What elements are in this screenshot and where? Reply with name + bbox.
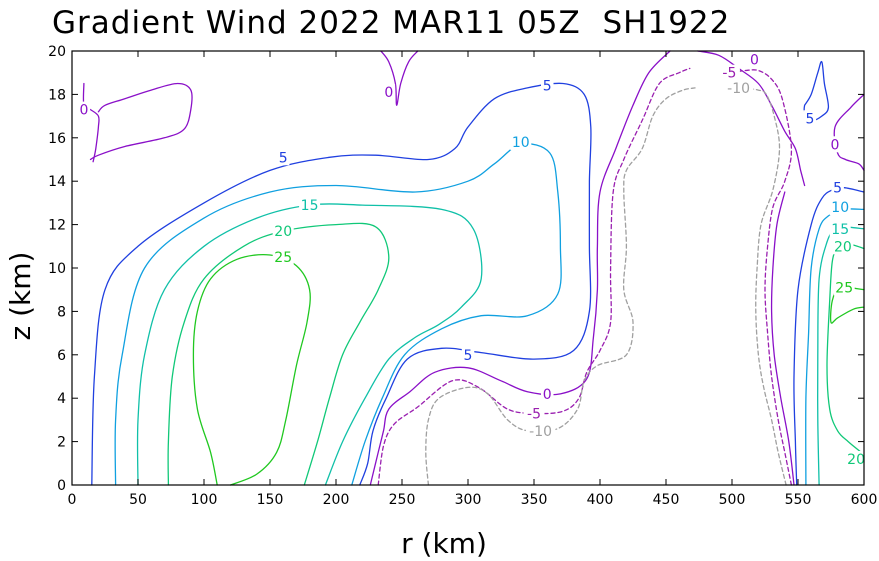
contour-label-bg bbox=[541, 77, 554, 94]
contour-line-10 bbox=[114, 143, 562, 486]
contour-label-bg bbox=[276, 149, 290, 166]
contour-label-bg bbox=[299, 197, 321, 214]
contour-line-0 bbox=[833, 93, 865, 172]
contour-label-bg bbox=[833, 279, 855, 296]
contour-label-5: 5 bbox=[543, 79, 552, 95]
contour-label-10: 10 bbox=[512, 135, 530, 151]
x-tick-label: 150 bbox=[257, 492, 284, 508]
contour-label-bg bbox=[831, 179, 844, 196]
contour-label-20: 20 bbox=[274, 224, 292, 240]
contour-label-minus10: -10 bbox=[727, 81, 750, 97]
x-tick-label: 450 bbox=[653, 492, 680, 508]
contour-label-minus5: -5 bbox=[722, 66, 736, 82]
contour-line-20 bbox=[826, 243, 865, 454]
contour-line-0 bbox=[380, 50, 419, 106]
contour-label-0: 0 bbox=[543, 387, 552, 403]
plot-frame bbox=[71, 50, 865, 486]
contour-label-bg bbox=[523, 405, 545, 422]
x-tick-label: 600 bbox=[851, 492, 878, 508]
contour-line-5 bbox=[91, 82, 592, 486]
contour-line-15 bbox=[817, 226, 865, 486]
contour-line-0 bbox=[697, 50, 806, 187]
contour-line-minus10 bbox=[425, 87, 696, 486]
contour-line-0 bbox=[369, 50, 671, 486]
contour-line-minus5 bbox=[731, 69, 793, 486]
y-tick-label: 14 bbox=[48, 174, 66, 190]
x-axis-ticks: 0 50 100 150 200 250 300 350 400 450 500 550 600 bbox=[68, 51, 878, 508]
x-tick-label: 0 bbox=[68, 492, 77, 508]
contour-label-5: 5 bbox=[279, 150, 288, 166]
contour-label-bg bbox=[748, 51, 761, 68]
contour-label-10: 10 bbox=[831, 200, 849, 216]
x-tick-label: 500 bbox=[719, 492, 746, 508]
contour-line-minus5 bbox=[377, 67, 691, 486]
y-tick-label: 8 bbox=[57, 304, 66, 320]
contour-label-bg bbox=[382, 84, 396, 101]
contour-line-25 bbox=[192, 253, 311, 486]
x-tick-label: 350 bbox=[521, 492, 548, 508]
y-tick-label: 16 bbox=[48, 131, 66, 147]
contour-label-25: 25 bbox=[835, 281, 853, 297]
contour-label-bg bbox=[803, 110, 817, 127]
contour-label-5: 5 bbox=[833, 181, 842, 197]
x-tick-label: 550 bbox=[785, 492, 812, 508]
contour-label-bg bbox=[832, 238, 854, 255]
contour-label-minus10: -10 bbox=[529, 424, 552, 440]
contour-label-bg bbox=[541, 385, 554, 402]
contour-label-bg bbox=[718, 64, 740, 81]
contour-label-15: 15 bbox=[831, 222, 849, 238]
x-tick-label: 100 bbox=[191, 492, 218, 508]
x-tick-label: 250 bbox=[389, 492, 416, 508]
x-tick-label: 400 bbox=[587, 492, 614, 508]
contour-label-minus5: -5 bbox=[527, 406, 541, 422]
x-tick-label: 300 bbox=[455, 492, 482, 508]
y-tick-label: 6 bbox=[57, 348, 66, 364]
contour-label-bg bbox=[510, 134, 532, 151]
contour-label-20: 20 bbox=[834, 239, 852, 255]
chart-title: Gradient Wind 2022 MAR11 05Z SH1922 bbox=[52, 5, 730, 41]
contour-label-0: 0 bbox=[831, 137, 840, 153]
contour-line-0 bbox=[89, 82, 193, 161]
y-axis-ticks: 0 2 4 6 8 10 12 14 16 18 20 bbox=[48, 44, 864, 494]
contour-label-0: 0 bbox=[79, 103, 88, 119]
contour-line-5 bbox=[793, 186, 865, 486]
contour-line-15 bbox=[136, 203, 483, 486]
contour-label-25: 25 bbox=[274, 250, 292, 266]
contour-label-20: 20 bbox=[847, 452, 865, 468]
y-tick-label: 0 bbox=[57, 478, 66, 494]
contour-label-bg bbox=[272, 223, 294, 240]
x-axis-label: r (km) bbox=[401, 527, 487, 560]
y-tick-label: 18 bbox=[48, 87, 66, 103]
contour-line-minus10 bbox=[741, 87, 787, 486]
contour-label-0: 0 bbox=[384, 85, 393, 101]
y-tick-label: 20 bbox=[48, 44, 66, 60]
x-tick-label: 200 bbox=[323, 492, 350, 508]
contour-label-bg bbox=[829, 220, 851, 237]
contour-label-5: 5 bbox=[464, 348, 473, 364]
y-tick-label: 2 bbox=[57, 435, 66, 451]
contour-label-5: 5 bbox=[805, 111, 814, 127]
y-tick-label: 4 bbox=[57, 391, 66, 407]
contour-label-bg bbox=[723, 79, 754, 96]
contour-line-0 bbox=[82, 82, 100, 163]
contour-line-20 bbox=[167, 222, 390, 486]
contour-label-bg bbox=[845, 451, 867, 467]
contour-label-bg bbox=[829, 199, 851, 216]
contour-label-bg bbox=[272, 249, 294, 266]
y-axis-label: z (km) bbox=[4, 252, 37, 341]
contour-label-bg bbox=[525, 422, 556, 439]
y-tick-label: 10 bbox=[48, 261, 66, 277]
contour-label-bg bbox=[828, 136, 842, 153]
contour-label-bg bbox=[461, 346, 475, 363]
contour-label-bg bbox=[77, 101, 91, 118]
y-tick-label: 12 bbox=[48, 218, 66, 234]
contour-lines bbox=[82, 50, 865, 486]
x-tick-label: 50 bbox=[129, 492, 147, 508]
contour-label-0: 0 bbox=[750, 53, 759, 69]
contour-line-0 bbox=[770, 191, 795, 486]
contour-label-15: 15 bbox=[301, 198, 319, 214]
